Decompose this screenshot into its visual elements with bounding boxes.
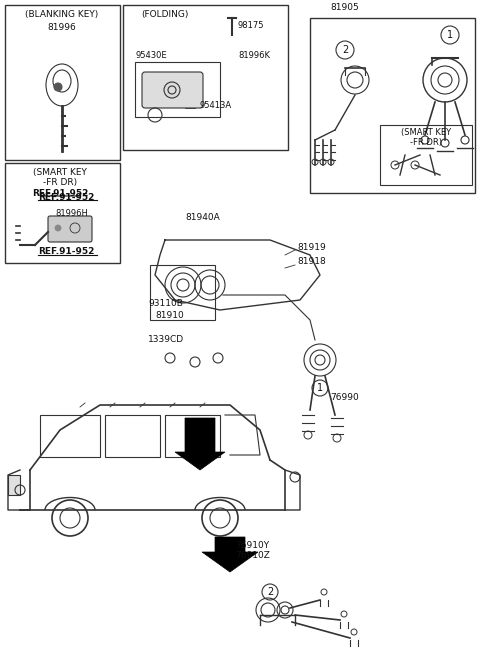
Text: 1339CD: 1339CD xyxy=(148,335,184,345)
Text: -FR DR): -FR DR) xyxy=(410,138,442,147)
Text: -FR DR): -FR DR) xyxy=(43,178,77,187)
Text: (SMART KEY: (SMART KEY xyxy=(401,128,451,138)
Text: 1: 1 xyxy=(317,383,323,393)
Text: 1: 1 xyxy=(447,30,453,40)
Text: 81940A: 81940A xyxy=(185,214,220,223)
Text: 81905: 81905 xyxy=(331,3,360,12)
Bar xyxy=(135,62,220,117)
Text: (BLANKING KEY): (BLANKING KEY) xyxy=(25,10,98,18)
Text: 95430E: 95430E xyxy=(135,50,167,60)
FancyBboxPatch shape xyxy=(142,72,203,108)
Bar xyxy=(40,415,100,457)
FancyBboxPatch shape xyxy=(48,216,92,242)
Bar xyxy=(380,125,472,185)
Bar xyxy=(165,415,220,457)
Text: (FOLDING): (FOLDING) xyxy=(141,10,189,18)
Text: 2: 2 xyxy=(267,587,273,597)
Polygon shape xyxy=(202,537,258,572)
Text: 93110B: 93110B xyxy=(148,299,183,307)
Text: 81918: 81918 xyxy=(297,257,326,267)
Text: 76990: 76990 xyxy=(330,394,359,403)
Bar xyxy=(123,5,288,150)
Text: 95413A: 95413A xyxy=(200,100,232,109)
Text: REF.91-952: REF.91-952 xyxy=(32,189,88,198)
Text: 2: 2 xyxy=(342,45,348,55)
Circle shape xyxy=(54,83,62,91)
Text: REF.91-952: REF.91-952 xyxy=(38,248,95,257)
Text: 76910Z: 76910Z xyxy=(235,552,270,561)
Bar xyxy=(310,18,475,193)
Bar xyxy=(5,5,120,160)
Polygon shape xyxy=(175,418,225,470)
Text: 81996K: 81996K xyxy=(238,50,270,60)
Text: (SMART KEY: (SMART KEY xyxy=(33,168,87,176)
Bar xyxy=(105,415,160,457)
Bar xyxy=(150,265,215,320)
Bar xyxy=(8,475,20,495)
Text: REF.91-952: REF.91-952 xyxy=(38,193,95,202)
Text: 81910: 81910 xyxy=(155,312,184,320)
Text: 98175: 98175 xyxy=(238,20,264,29)
Text: 81919: 81919 xyxy=(297,244,326,252)
Text: 76910Y: 76910Y xyxy=(235,540,269,550)
Text: 81996H: 81996H xyxy=(55,208,88,217)
Text: 81996: 81996 xyxy=(48,24,76,33)
Bar xyxy=(5,163,120,263)
Circle shape xyxy=(55,225,61,231)
